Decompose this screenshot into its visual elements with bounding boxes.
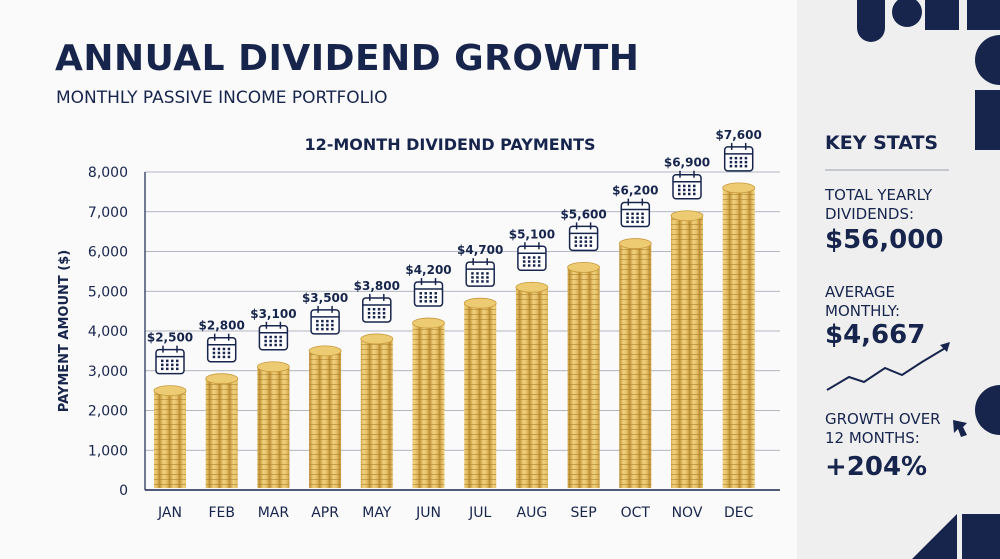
y-tick-label: 1,000: [88, 443, 128, 459]
bar-mar: $3,100 MAR: [250, 307, 296, 521]
growth-value: +204%: [825, 452, 928, 482]
x-tick-label: APR: [311, 505, 339, 521]
bar-aug: $5,100 AUG: [509, 227, 555, 521]
calendar-icon: [413, 278, 444, 307]
x-tick-label: DEC: [724, 505, 754, 521]
y-axis-label: PAYMENT AMOUNT ($): [57, 250, 72, 412]
x-tick-label: JAN: [157, 505, 182, 521]
data-label: $4,200: [405, 263, 451, 277]
data-label: $5,100: [509, 227, 555, 241]
coin-top: [567, 261, 600, 273]
bar-dec: $7,600 DEC: [716, 128, 762, 521]
y-tick-label: 3,000: [88, 364, 128, 380]
avg-label: AVERAGE MONTHLY:: [825, 283, 900, 320]
data-label: $3,800: [354, 279, 400, 293]
data-label: $2,800: [199, 319, 245, 333]
x-tick-label: AUG: [517, 505, 548, 521]
growth-label: GROWTH OVER 12 MONTHS:: [825, 410, 941, 447]
arrow-icon: [953, 420, 967, 437]
data-label: $7,600: [716, 128, 762, 142]
page-title: ANNUAL DIVIDEND GROWTH: [55, 38, 640, 79]
calendar-icon: [568, 222, 599, 252]
data-label: $4,700: [457, 243, 503, 257]
coin-top: [153, 385, 187, 397]
data-label: $3,500: [302, 291, 348, 305]
coin-stack: [412, 323, 445, 488]
bar-nov: $6,900 NOV: [664, 156, 710, 521]
x-tick-label: MAY: [362, 505, 392, 521]
coin-stack: [309, 350, 342, 488]
coin-stack: [464, 303, 497, 488]
bar-sep: $5,600 SEP: [560, 207, 606, 521]
y-tick-label: 4,000: [88, 324, 128, 340]
calendar-icon: [258, 321, 289, 351]
coin-stack: [360, 338, 393, 488]
coin-top: [618, 238, 652, 249]
x-tick-label: MAR: [258, 505, 290, 521]
data-label: $2,500: [147, 331, 193, 345]
x-tick-label: JUL: [468, 505, 491, 521]
total-value: $56,000: [825, 225, 944, 255]
dividend-chart: 12-MONTH DIVIDEND PAYMENTS PAYMENT AMOUN…: [57, 128, 780, 521]
calendar-icon: [465, 258, 495, 287]
stats-heading: KEY STATS: [825, 132, 939, 154]
coin-stack: [257, 366, 290, 488]
data-label: $6,200: [612, 184, 658, 198]
data-label: $6,900: [664, 156, 710, 170]
y-tick-label: 8,000: [88, 165, 128, 181]
x-tick-label: FEB: [208, 505, 235, 521]
coin-stack: [567, 267, 600, 488]
coin-top: [308, 345, 342, 357]
x-tick-label: NOV: [672, 505, 703, 521]
total-label: TOTAL YEARLY DIVIDENDS:: [825, 186, 933, 223]
calendar-icon: [155, 345, 185, 375]
y-tick-label: 5,000: [88, 284, 128, 300]
chart-title: 12-MONTH DIVIDEND PAYMENTS: [304, 135, 595, 154]
coin-top: [463, 297, 497, 309]
y-tick-label: 7,000: [88, 205, 128, 221]
coin-stack: [205, 378, 238, 488]
x-tick-label: JUN: [415, 505, 441, 521]
data-label: $5,600: [560, 207, 606, 221]
y-tick-label: 6,000: [88, 245, 128, 261]
coin-top: [205, 373, 239, 385]
coin-stack: [619, 243, 652, 488]
x-tick-label: OCT: [621, 505, 651, 521]
calendar-icon: [206, 333, 237, 363]
x-tick-label: SEP: [571, 505, 597, 521]
bar-may: $3,800 MAY: [354, 279, 400, 521]
bar-feb: $2,800 FEB: [199, 319, 245, 521]
coin-stack: [515, 287, 548, 488]
calendar-icon: [310, 305, 340, 335]
y-tick-label: 0: [119, 483, 128, 499]
page-subtitle: MONTHLY PASSIVE INCOME PORTFOLIO: [56, 88, 388, 108]
key-stats-panel: KEY STATS TOTAL YEARLY DIVIDENDS: $56,00…: [797, 0, 1000, 559]
coin-top: [360, 333, 394, 345]
y-tick-label: 2,000: [88, 404, 128, 420]
calendar-icon: [672, 170, 702, 200]
bar-jun: $4,200 JUN: [405, 263, 451, 521]
bar-jul: $4,700 JUL: [457, 243, 503, 521]
avg-value: $4,667: [825, 320, 926, 350]
coin-stack: [154, 390, 186, 488]
coin-top: [515, 281, 549, 293]
coin-top: [256, 361, 290, 373]
coin-stack: [671, 215, 703, 488]
calendar-icon: [723, 142, 754, 172]
bar-jan: $2,500 JAN: [147, 331, 193, 521]
coin-stack: [722, 187, 755, 488]
calendar-icon: [517, 242, 547, 272]
bar-apr: $3,500 APR: [302, 291, 348, 521]
calendar-icon: [362, 293, 392, 323]
calendar-icon: [620, 198, 651, 228]
coin-top: [412, 317, 445, 329]
decorative-shapes: [825, 0, 1000, 559]
coin-top: [670, 210, 704, 222]
coin-top: [722, 182, 756, 194]
data-label: $3,100: [250, 307, 296, 321]
bar-oct: $6,200 OCT: [612, 184, 658, 521]
